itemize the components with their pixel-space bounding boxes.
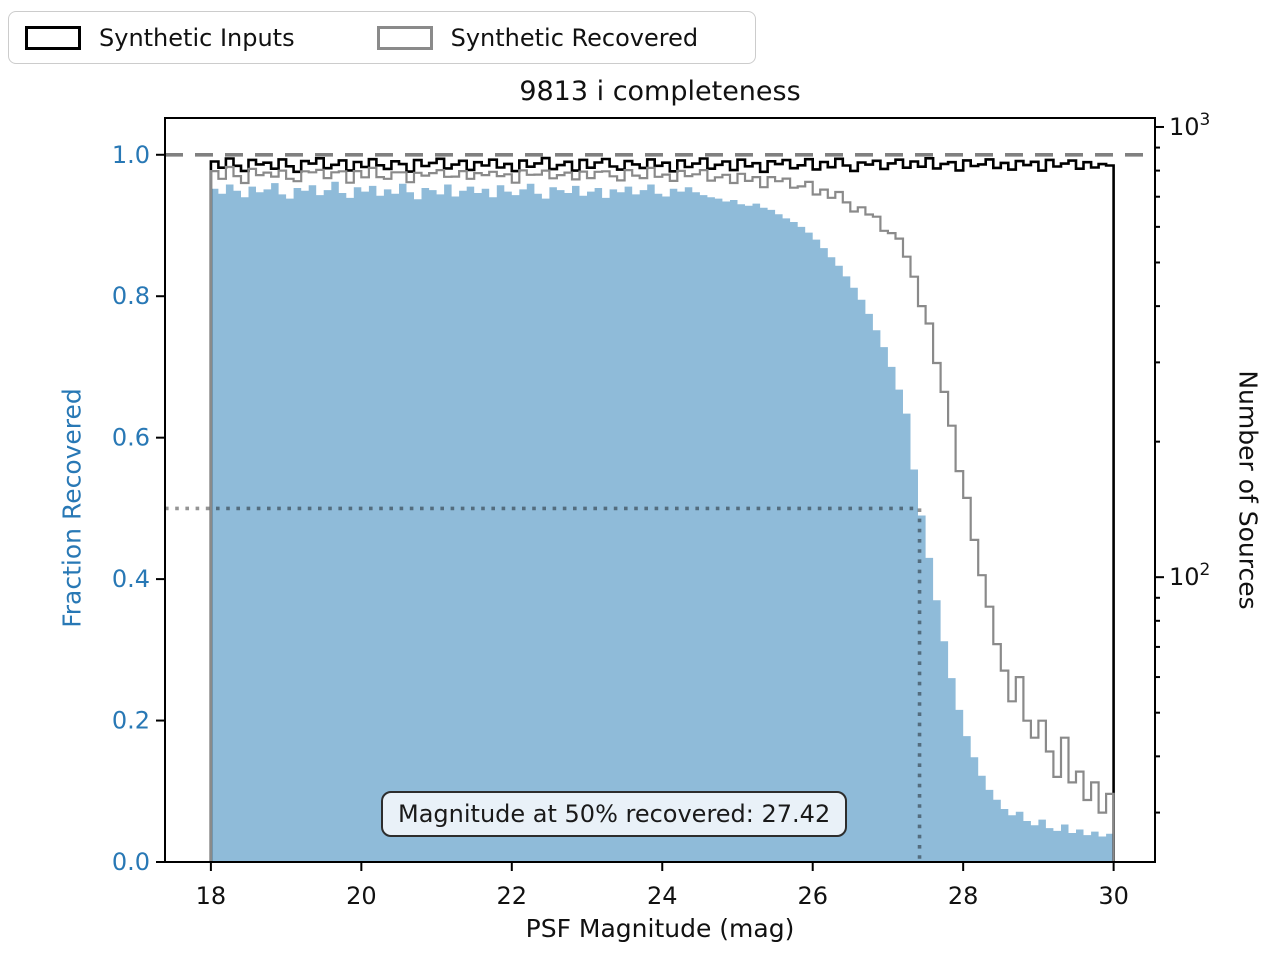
svg-text:28: 28 <box>948 882 979 910</box>
svg-text:24: 24 <box>647 882 678 910</box>
svg-text:0.2: 0.2 <box>112 707 150 735</box>
legend-label-synthetic-inputs: Synthetic Inputs <box>99 23 295 52</box>
svg-text:30: 30 <box>1098 882 1129 910</box>
synthetic-recovered-step <box>209 165 1115 862</box>
legend: Synthetic Inputs Synthetic Recovered <box>8 11 756 64</box>
svg-text:1.0: 1.0 <box>112 141 150 169</box>
svg-text:102: 102 <box>1169 560 1210 591</box>
axis-ticks <box>156 125 1164 871</box>
chart-title: 9813 i completeness <box>519 76 801 107</box>
legend-label-synthetic-recovered: Synthetic Recovered <box>450 23 699 52</box>
svg-text:0.6: 0.6 <box>112 424 150 452</box>
svg-text:0.0: 0.0 <box>112 848 150 876</box>
y-axis-label-left: Fraction Recovered <box>57 388 87 628</box>
fraction-recovered-bars <box>210 181 1114 862</box>
synthetic-recovered-swatch-icon <box>376 25 433 50</box>
annotation-box: Magnitude at 50% recovered: 27.42 <box>381 791 848 837</box>
synthetic-inputs-swatch-icon <box>25 25 81 50</box>
svg-text:18: 18 <box>196 882 227 910</box>
x-axis-label: PSF Magnitude (mag) <box>525 914 795 943</box>
plot-frame <box>164 117 1156 863</box>
legend-item-synthetic-inputs: Synthetic Inputs <box>25 24 295 52</box>
svg-text:0.4: 0.4 <box>112 565 150 593</box>
svg-text:22: 22 <box>497 882 528 910</box>
y-axis-label-right: Number of Sources <box>1233 370 1263 610</box>
svg-text:20: 20 <box>346 882 377 910</box>
svg-text:0.8: 0.8 <box>112 282 150 310</box>
legend-item-synthetic-recovered: Synthetic Recovered <box>376 23 699 52</box>
svg-text:103: 103 <box>1169 110 1210 141</box>
svg-text:26: 26 <box>797 882 828 910</box>
synthetic-inputs-step <box>209 156 1115 862</box>
plot-area <box>165 152 1155 862</box>
